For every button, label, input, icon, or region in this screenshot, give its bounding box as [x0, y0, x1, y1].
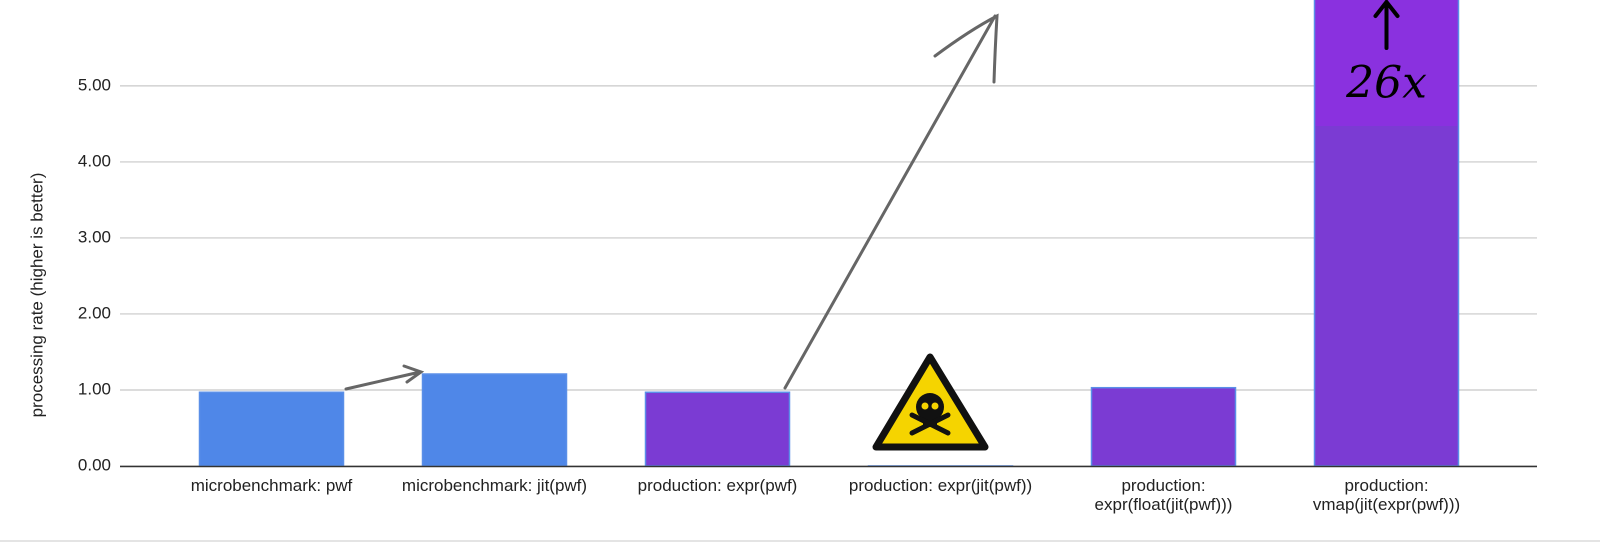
x-tick-label: production: expr(jit(pwf)) — [848, 476, 1033, 495]
annotation-group: 26x — [1315, 0, 1458, 126]
x-tick-label: production: vmap(jit(expr(pwf))) — [1312, 476, 1461, 514]
up-arrow — [1373, 0, 1400, 50]
y-tick-label: 5.00 — [78, 75, 111, 94]
y-tick-label: 2.00 — [78, 303, 111, 322]
bars — [198, 0, 1460, 467]
hazard-icon — [872, 353, 989, 451]
bar — [421, 373, 568, 467]
bar — [198, 391, 345, 467]
y-tick-label: 1.00 — [78, 379, 111, 398]
x-tick-label: microbenchmark: jit(pwf) — [401, 476, 588, 495]
bar — [644, 391, 791, 467]
y-tick-label: 0.00 — [78, 455, 111, 474]
annotation: 26x — [1345, 58, 1427, 109]
y-tick-label: 4.00 — [78, 151, 111, 170]
bar — [1090, 386, 1237, 467]
y-tick-label: 3.00 — [78, 227, 111, 246]
x-tick-label: production: expr(float(jit(pwf))) — [1094, 476, 1233, 514]
sketch-arrows — [344, 13, 999, 391]
y-axis-label: processing rate (higher is better) — [27, 173, 46, 418]
x-tick-label: microbenchmark: pwf — [190, 476, 353, 495]
x-tick-label: production: expr(pwf) — [637, 476, 798, 495]
